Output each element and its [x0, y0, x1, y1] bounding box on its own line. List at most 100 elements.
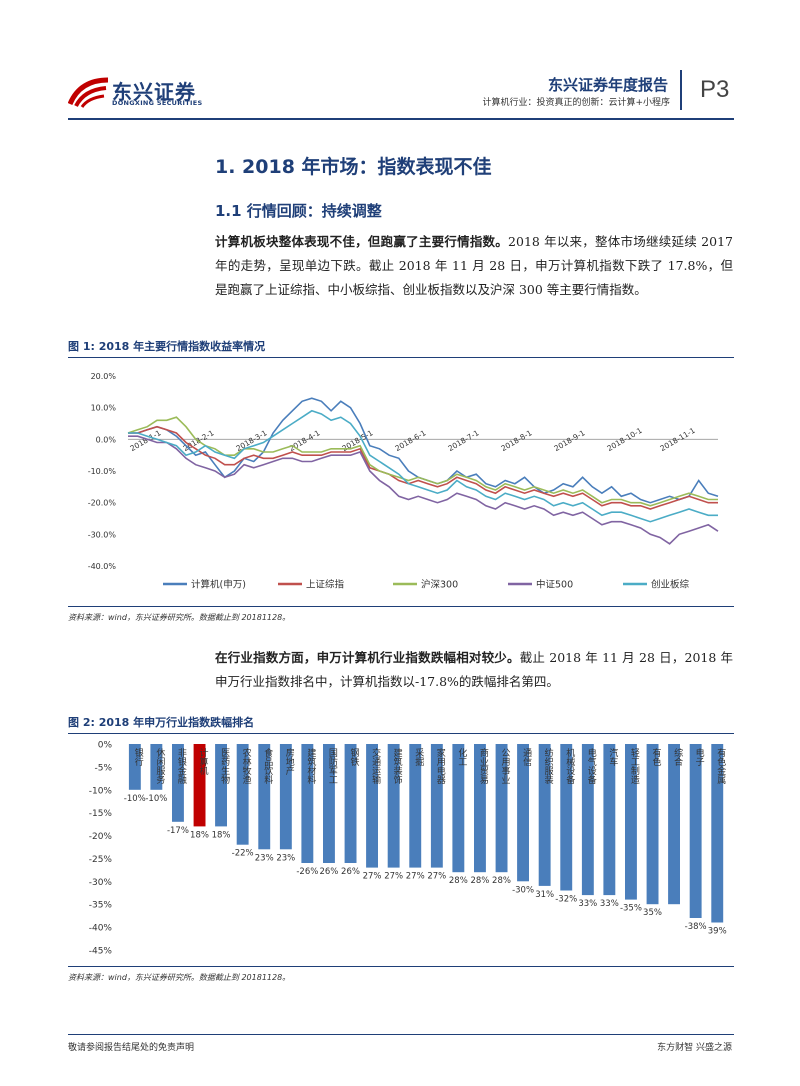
bar: [668, 744, 680, 905]
data-label: -35%: [620, 904, 642, 914]
data-label: 27%: [427, 872, 446, 882]
data-label: 27%: [363, 872, 382, 882]
data-label: 23%: [276, 853, 295, 863]
bar: [215, 744, 227, 827]
data-label: 28%: [449, 876, 468, 886]
series-line: [128, 435, 719, 545]
bar: [581, 744, 594, 896]
data-label: -32%: [555, 894, 577, 904]
bar: [409, 744, 422, 868]
report-title: 东兴证券年度报告: [547, 76, 668, 94]
category-label: 通信: [521, 748, 532, 767]
data-label: -38%: [685, 922, 707, 932]
category-label: 食品饮料: [262, 747, 273, 785]
data-label: -10%: [145, 794, 167, 804]
category-label: 休闲服务: [154, 747, 165, 785]
bar: [323, 744, 335, 863]
category-label: 公用事业: [500, 748, 511, 784]
category-label: 综合: [672, 747, 683, 767]
logo-subtext: DONGXING SECURITIES: [112, 99, 203, 107]
category-label: 农林牧渔: [241, 747, 252, 784]
y-tick-label: 0.0%: [96, 435, 117, 444]
y-tick-label: 0%: [98, 741, 113, 751]
footer-rule: [68, 1034, 734, 1035]
header-rule: [68, 118, 734, 120]
category-label: 国防军工: [327, 748, 338, 784]
category-label: 有色金属: [715, 747, 726, 785]
data-label: 39%: [708, 927, 727, 937]
header-divider: [680, 70, 682, 110]
bar: [538, 744, 551, 886]
logo-text: 东兴证券: [112, 80, 196, 104]
data-label: 26%: [319, 867, 338, 877]
bar: [711, 744, 724, 923]
figure-2-rule: [68, 966, 734, 967]
bar: [646, 744, 659, 905]
bar: [258, 744, 271, 850]
data-label: 18%: [190, 830, 209, 840]
data-label: 31%: [535, 890, 554, 900]
bar: [625, 744, 637, 900]
category-label: 交通运输: [370, 747, 381, 785]
line-chart-index-returns: 20.0%10.0%0.0%-10.0%-20.0%-30.0%-40.0%20…: [68, 360, 734, 604]
report-subtitle: 计算机行业：投资真正的创新：云计算+小程序: [482, 98, 670, 108]
figure-2-source: 资料来源：wind，东兴证券研究所。数据截止到 20181128。: [68, 973, 291, 982]
bar: [366, 744, 378, 868]
y-tick-label: 10.0%: [91, 404, 117, 413]
paragraph-1-body: 2018 年以来，整体市场继续延续 2017 年的走势，呈现单边下跌。截止 20…: [215, 234, 733, 297]
figure-2-title: 图 2: 2018 年申万行业指数跌幅排名: [68, 714, 734, 734]
bar: [495, 744, 508, 873]
y-tick-label: 20.0%: [91, 372, 117, 381]
category-label: 采掘: [413, 748, 424, 767]
data-label: -10%: [124, 794, 146, 804]
y-tick-label: -30%: [89, 878, 113, 888]
data-label: 28%: [492, 876, 511, 886]
y-tick-label: -10%: [89, 786, 113, 796]
legend-label: 中证500: [536, 579, 573, 591]
data-label: 28%: [470, 876, 489, 886]
figure-1-source: 资料来源：wind，东兴证券研究所。数据截止到 20181128。: [68, 613, 291, 622]
y-tick-label: -20%: [89, 832, 113, 842]
bar: [279, 744, 292, 850]
bar: [430, 744, 443, 868]
paragraph-1-lead: 计算机板块整体表现不佳，但跑赢了主要行情指数。: [215, 234, 509, 249]
category-label: 房地产: [284, 747, 295, 776]
legend-label: 计算机(申万): [191, 579, 246, 591]
subsection-title: 1.1 行情回顾：持续调整: [215, 202, 382, 220]
data-label: -26%: [296, 867, 318, 877]
category-label: 建筑材料: [305, 747, 316, 785]
series-line: [128, 425, 718, 510]
figure-1-title: 图 1: 2018 年主要行情指数收益率情况: [68, 338, 734, 358]
legend-label: 创业板综: [651, 579, 690, 591]
paragraph-2-lead: 在行业指数方面，申万计算机行业指数跌幅相对较少。: [215, 650, 520, 665]
paragraph-1: 计算机板块整体表现不佳，但跑赢了主要行情指数。2018 年以来，整体市场继续延续…: [215, 230, 733, 302]
data-label: -30%: [512, 885, 534, 895]
category-label: 医药生物: [219, 748, 230, 785]
bar: [452, 744, 465, 873]
data-label: 23%: [255, 853, 274, 863]
data-label: 35%: [643, 908, 662, 918]
bar: [193, 744, 206, 827]
bar: [150, 744, 163, 790]
y-tick-label: -5%: [94, 763, 112, 773]
bar: [128, 744, 141, 790]
data-label: 18%: [212, 830, 231, 840]
y-tick-label: -40.0%: [88, 562, 117, 571]
y-tick-label: -15%: [89, 809, 113, 819]
y-tick-label: -10.0%: [88, 467, 117, 476]
data-label: 26%: [341, 867, 360, 877]
bar: [517, 744, 529, 882]
category-label: 家用电器: [435, 747, 446, 784]
bar: [236, 744, 249, 845]
bar: [387, 744, 400, 868]
data-label: 27%: [384, 872, 403, 882]
data-label: 33%: [578, 899, 597, 909]
y-tick-label: -45%: [89, 947, 113, 957]
category-label: 纺织服装: [543, 747, 554, 785]
category-label: 建筑装饰: [392, 747, 403, 785]
category-label: 非银金融: [176, 747, 187, 785]
y-tick-label: -35%: [89, 901, 113, 911]
page-number: P3: [700, 76, 730, 103]
category-label: 银行: [133, 747, 144, 767]
y-tick-label: -25%: [89, 855, 113, 865]
